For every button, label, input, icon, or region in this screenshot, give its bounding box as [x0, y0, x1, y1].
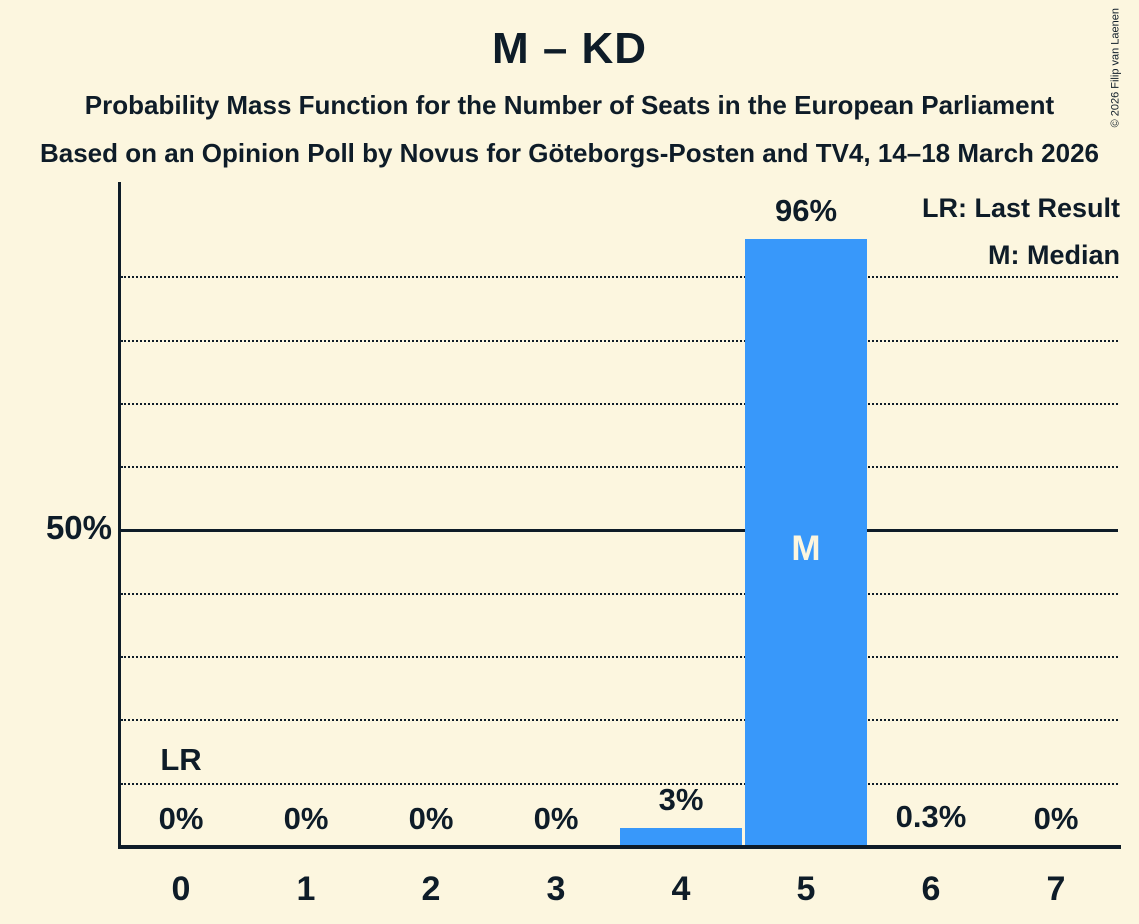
chart-source-line: Based on an Opinion Poll by Novus for Gö…	[39, 138, 1100, 168]
bar-value-label-seats-2: 0%	[408, 801, 454, 836]
bar-seats-4	[620, 828, 742, 847]
y-axis-line	[118, 182, 121, 849]
bar-value-label-seats-0: 0%	[158, 801, 204, 836]
median-annotation: M	[791, 529, 821, 568]
bar-value-label-seats-4: 3%	[658, 782, 704, 817]
gridline-80pct	[121, 339, 1118, 342]
gridline-70pct	[121, 402, 1118, 405]
gridline-60pct	[121, 466, 1118, 469]
x-axis-tick-label-2: 2	[421, 870, 441, 908]
gridline-30pct	[121, 656, 1118, 659]
x-axis-tick-label-7: 7	[1046, 870, 1066, 908]
bar-value-label-seats-5: 96%	[774, 193, 838, 229]
last-result-annotation: LR	[160, 742, 202, 777]
legend: LR: Last Result M: Median	[922, 185, 1120, 279]
x-axis-tick-label-4: 4	[671, 870, 691, 908]
y-axis-50pct-label: 50%	[45, 509, 112, 546]
gridline-50pct-solid	[121, 529, 1118, 532]
x-axis-line	[118, 845, 1121, 849]
x-axis-tick-label-5: 5	[796, 870, 816, 908]
bar-value-label-seats-6: 0.3%	[895, 799, 967, 835]
bar-value-label-seats-7: 0%	[1033, 801, 1079, 836]
gridline-20pct	[121, 719, 1118, 722]
x-axis-tick-label-1: 1	[296, 870, 316, 908]
bar-value-label-seats-3: 0%	[533, 801, 579, 836]
gridline-40pct	[121, 592, 1118, 595]
x-axis-tick-label-0: 0	[171, 870, 191, 908]
legend-last-result: LR: Last Result	[921, 193, 1120, 223]
bar-seats-5	[745, 239, 867, 847]
chart-subtitle: Probability Mass Function for the Number…	[84, 90, 1055, 120]
x-axis-tick-label-6: 6	[921, 870, 941, 908]
x-axis-tick-label-3: 3	[546, 870, 566, 908]
chart-title: M – KD	[491, 24, 648, 73]
gridline-10pct	[121, 782, 1118, 785]
gridline-90pct	[121, 276, 1118, 279]
legend-median: M: Median	[988, 240, 1120, 270]
bar-value-label-seats-1: 0%	[283, 801, 329, 836]
